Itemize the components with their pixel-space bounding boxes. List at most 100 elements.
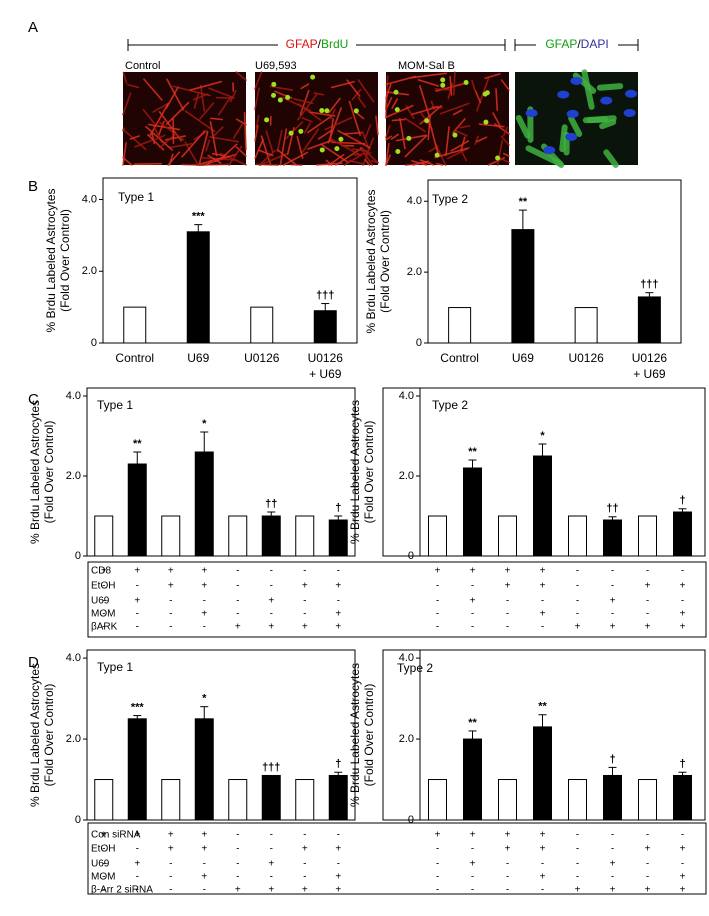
condition-sign: + (505, 844, 511, 855)
dapi-nucleus (543, 146, 556, 155)
condition-sign: + (575, 622, 581, 633)
significance-label: † (609, 753, 615, 765)
cell-process (168, 142, 193, 149)
condition-sign: + (335, 885, 341, 896)
cell-process (152, 102, 170, 113)
image-header: GFAP/DAPI (545, 37, 608, 51)
y-tick-label: 4.0 (66, 652, 81, 664)
condition-sign: + (101, 566, 107, 577)
cell-process (390, 133, 399, 140)
cell-process (450, 140, 470, 152)
bar (94, 779, 114, 821)
condition-sign: + (335, 622, 341, 633)
condition-sign: + (168, 566, 174, 577)
bar (123, 306, 147, 344)
condition-sign: + (505, 566, 511, 577)
cell-process (122, 92, 132, 116)
cell-process (193, 92, 200, 109)
condition-sign: - (576, 844, 579, 855)
brdu-nucleus (319, 108, 325, 114)
cell-process (445, 126, 450, 157)
condition-sign: - (236, 830, 239, 841)
condition-sign: - (236, 844, 239, 855)
brdu-nucleus (353, 108, 359, 114)
condition-name: MOM (91, 609, 115, 620)
condition-sign: + (575, 885, 581, 896)
condition-sign: - (576, 596, 579, 607)
bar (328, 519, 348, 557)
cell-process (122, 127, 125, 132)
condition-sign: - (303, 609, 306, 620)
condition-sign: + (268, 859, 274, 870)
condition-name: βARK (91, 622, 118, 633)
condition-sign: + (540, 581, 546, 592)
cell-process (126, 83, 140, 89)
y-tick-label: 0 (408, 814, 414, 826)
bar (161, 779, 181, 821)
significance-label: *** (131, 701, 145, 713)
condition-sign: - (236, 581, 239, 592)
cell-process (497, 156, 510, 164)
brdu-nucleus (288, 130, 294, 136)
condition-sign: + (505, 830, 511, 841)
cell-process (502, 126, 509, 137)
condition-sign: - (646, 596, 649, 607)
cell-process (330, 108, 336, 120)
condition-sign: - (506, 885, 509, 896)
condition-sign: - (169, 872, 172, 883)
condition-sign: - (203, 885, 206, 896)
cell-process (452, 118, 466, 134)
condition-sign: + (680, 609, 686, 620)
header-part: / (318, 37, 322, 51)
cell-process (324, 116, 353, 131)
cell-process (515, 114, 531, 139)
condition-sign: + (645, 581, 651, 592)
header-brackets (127, 39, 639, 51)
cell-process (329, 118, 334, 141)
brdu-nucleus (440, 77, 446, 83)
condition-sign: - (506, 859, 509, 870)
bar (533, 455, 552, 557)
condition-sign: - (436, 622, 439, 633)
condition-sign: + (470, 830, 476, 841)
condition-sign: - (576, 566, 579, 577)
cell-process (375, 115, 379, 136)
bar (228, 515, 248, 557)
bar (94, 515, 114, 557)
chart-title: Type 2 (397, 661, 433, 675)
y-axis-label: % Brdu Labeled Astrocytes (28, 400, 42, 544)
cell-process (205, 139, 211, 152)
cell-process (279, 128, 288, 166)
y-axis-label: (Fold Over Control) (362, 421, 376, 524)
significance-label: ††† (262, 761, 280, 773)
cell-process (313, 92, 325, 96)
brdu-nucleus (277, 97, 283, 103)
significance-label: * (540, 430, 545, 442)
bar (228, 779, 248, 821)
condition-sign: + (268, 885, 274, 896)
condition-sign: - (506, 596, 509, 607)
cell-process (335, 147, 363, 166)
cell-process (330, 138, 363, 157)
cell-process (581, 69, 595, 110)
cell-process (147, 123, 181, 131)
condition-sign: - (611, 830, 614, 841)
cell-process (449, 75, 453, 96)
y-tick-label: 2.0 (66, 733, 81, 745)
condition-name: Con siRNA (91, 830, 141, 841)
condition-sign: - (169, 609, 172, 620)
cell-process (475, 136, 488, 143)
y-tick-label: 4.0 (399, 390, 414, 402)
cell-process (307, 114, 334, 134)
cell-process (269, 85, 294, 91)
cell-process (158, 121, 185, 141)
y-tick-label: 4.0 (399, 652, 414, 664)
bar (295, 779, 315, 821)
brdu-nucleus (310, 74, 316, 80)
dapi-nucleus (623, 109, 636, 118)
significance-label: † (335, 502, 341, 514)
brdu-nucleus (463, 80, 469, 86)
condition-sign: - (471, 885, 474, 896)
bar (638, 515, 657, 557)
y-axis-label: (Fold Over Control) (362, 684, 376, 787)
